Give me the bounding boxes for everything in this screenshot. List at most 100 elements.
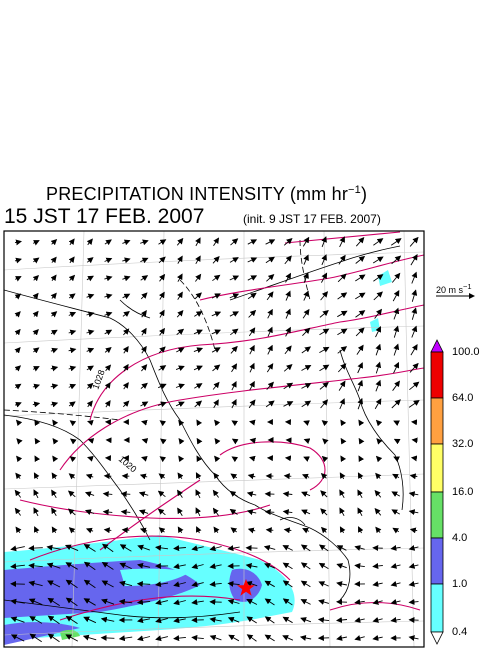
wind-vector — [158, 256, 166, 264]
wind-scale-label: 20 m s−1 — [436, 282, 472, 295]
wind-vector — [231, 363, 238, 373]
wind-vector — [264, 634, 275, 642]
wind-vector — [408, 491, 419, 498]
wind-vector — [68, 527, 76, 534]
wind-vector — [321, 420, 329, 427]
wind-vector — [372, 617, 383, 623]
wind-vector — [301, 365, 312, 371]
wind-vector — [264, 509, 275, 516]
wind-vector — [52, 437, 59, 445]
wind-vector — [141, 419, 148, 426]
wind-vector — [69, 420, 77, 427]
wind-vector — [155, 581, 169, 588]
wind-vector — [409, 362, 419, 373]
wind-vector — [83, 543, 96, 552]
wind-vector — [354, 617, 365, 623]
borders — [4, 239, 311, 421]
wind-vector — [301, 383, 312, 389]
wind-vector — [178, 455, 185, 463]
wind-vector — [336, 617, 348, 623]
wind-vector — [173, 617, 186, 624]
wind-vector — [84, 509, 95, 516]
wind-vector — [65, 597, 78, 607]
wind-vector — [122, 345, 129, 354]
colorbar-under — [430, 631, 444, 645]
wind-vector — [373, 291, 383, 301]
wind-vector — [247, 292, 257, 300]
wind-vector — [266, 291, 274, 301]
wind-vector — [140, 239, 149, 246]
location-marker — [237, 579, 255, 596]
wind-vector — [213, 472, 220, 480]
wind-vector — [104, 329, 113, 336]
wind-vector — [409, 381, 420, 391]
wind-vector — [357, 507, 363, 517]
wind-vector — [318, 581, 329, 587]
wind-vector — [264, 563, 276, 569]
wind-vector — [10, 545, 25, 552]
wind-vector — [120, 491, 131, 498]
colorbar-1-4 — [430, 537, 444, 585]
wind-vector — [320, 291, 329, 301]
wind-vector — [354, 545, 365, 551]
wind-vector — [195, 255, 201, 265]
wind-vector — [177, 291, 183, 300]
wind-vector — [301, 400, 312, 408]
wind-vector — [391, 255, 402, 265]
wind-vector — [265, 239, 276, 245]
wind-vector — [301, 491, 311, 498]
wind-vector — [393, 307, 400, 320]
wind-vector — [209, 563, 222, 570]
wind-vector — [158, 239, 167, 246]
wind-vector — [249, 419, 256, 426]
wind-vector — [227, 616, 240, 623]
wind-vector — [86, 293, 95, 300]
wind-vector — [212, 274, 221, 282]
wind-vector — [211, 311, 222, 317]
wind-vector — [28, 598, 43, 606]
wind-vector — [34, 419, 41, 427]
wind-vector — [195, 237, 201, 247]
wind-vector — [317, 617, 330, 623]
wind-vector — [102, 491, 113, 498]
wind-vector — [410, 344, 418, 356]
wind-vector — [339, 398, 345, 410]
wind-vector — [123, 328, 130, 336]
wind-vector — [193, 329, 203, 335]
wind-vector — [231, 456, 239, 463]
wind-vector — [231, 381, 237, 391]
wind-vector — [196, 419, 203, 427]
wind-vector — [374, 489, 382, 498]
wind-vector — [177, 489, 183, 498]
wind-vector — [140, 327, 147, 336]
wind-vector — [229, 293, 240, 299]
wind-vector — [246, 491, 257, 498]
wind-vector — [246, 599, 258, 605]
wind-vector — [214, 419, 221, 427]
wind-vector — [393, 420, 400, 426]
wind-vector — [14, 365, 22, 372]
wind-vector — [14, 346, 21, 354]
wind-vector — [160, 438, 167, 445]
wind-vector — [355, 292, 366, 300]
wind-vector — [29, 616, 43, 624]
wind-vector — [212, 381, 220, 390]
wind-vector — [140, 345, 147, 354]
wind-vector — [337, 310, 348, 318]
wind-vector — [32, 328, 39, 336]
wind-vector — [227, 598, 240, 605]
wind-vector — [282, 598, 293, 606]
wind-vector — [68, 473, 76, 480]
wind-vector — [176, 310, 184, 318]
wind-vector — [177, 526, 184, 534]
wind-vector — [391, 509, 401, 515]
wind-vector — [390, 616, 401, 623]
wind-vector — [119, 562, 132, 570]
wind-vector — [408, 562, 419, 569]
wind-vector — [104, 364, 112, 372]
wind-vector — [32, 401, 41, 408]
wind-vector — [10, 616, 25, 623]
wind-vector — [212, 364, 221, 372]
wind-vector — [50, 274, 57, 282]
wind-vector — [195, 273, 202, 282]
